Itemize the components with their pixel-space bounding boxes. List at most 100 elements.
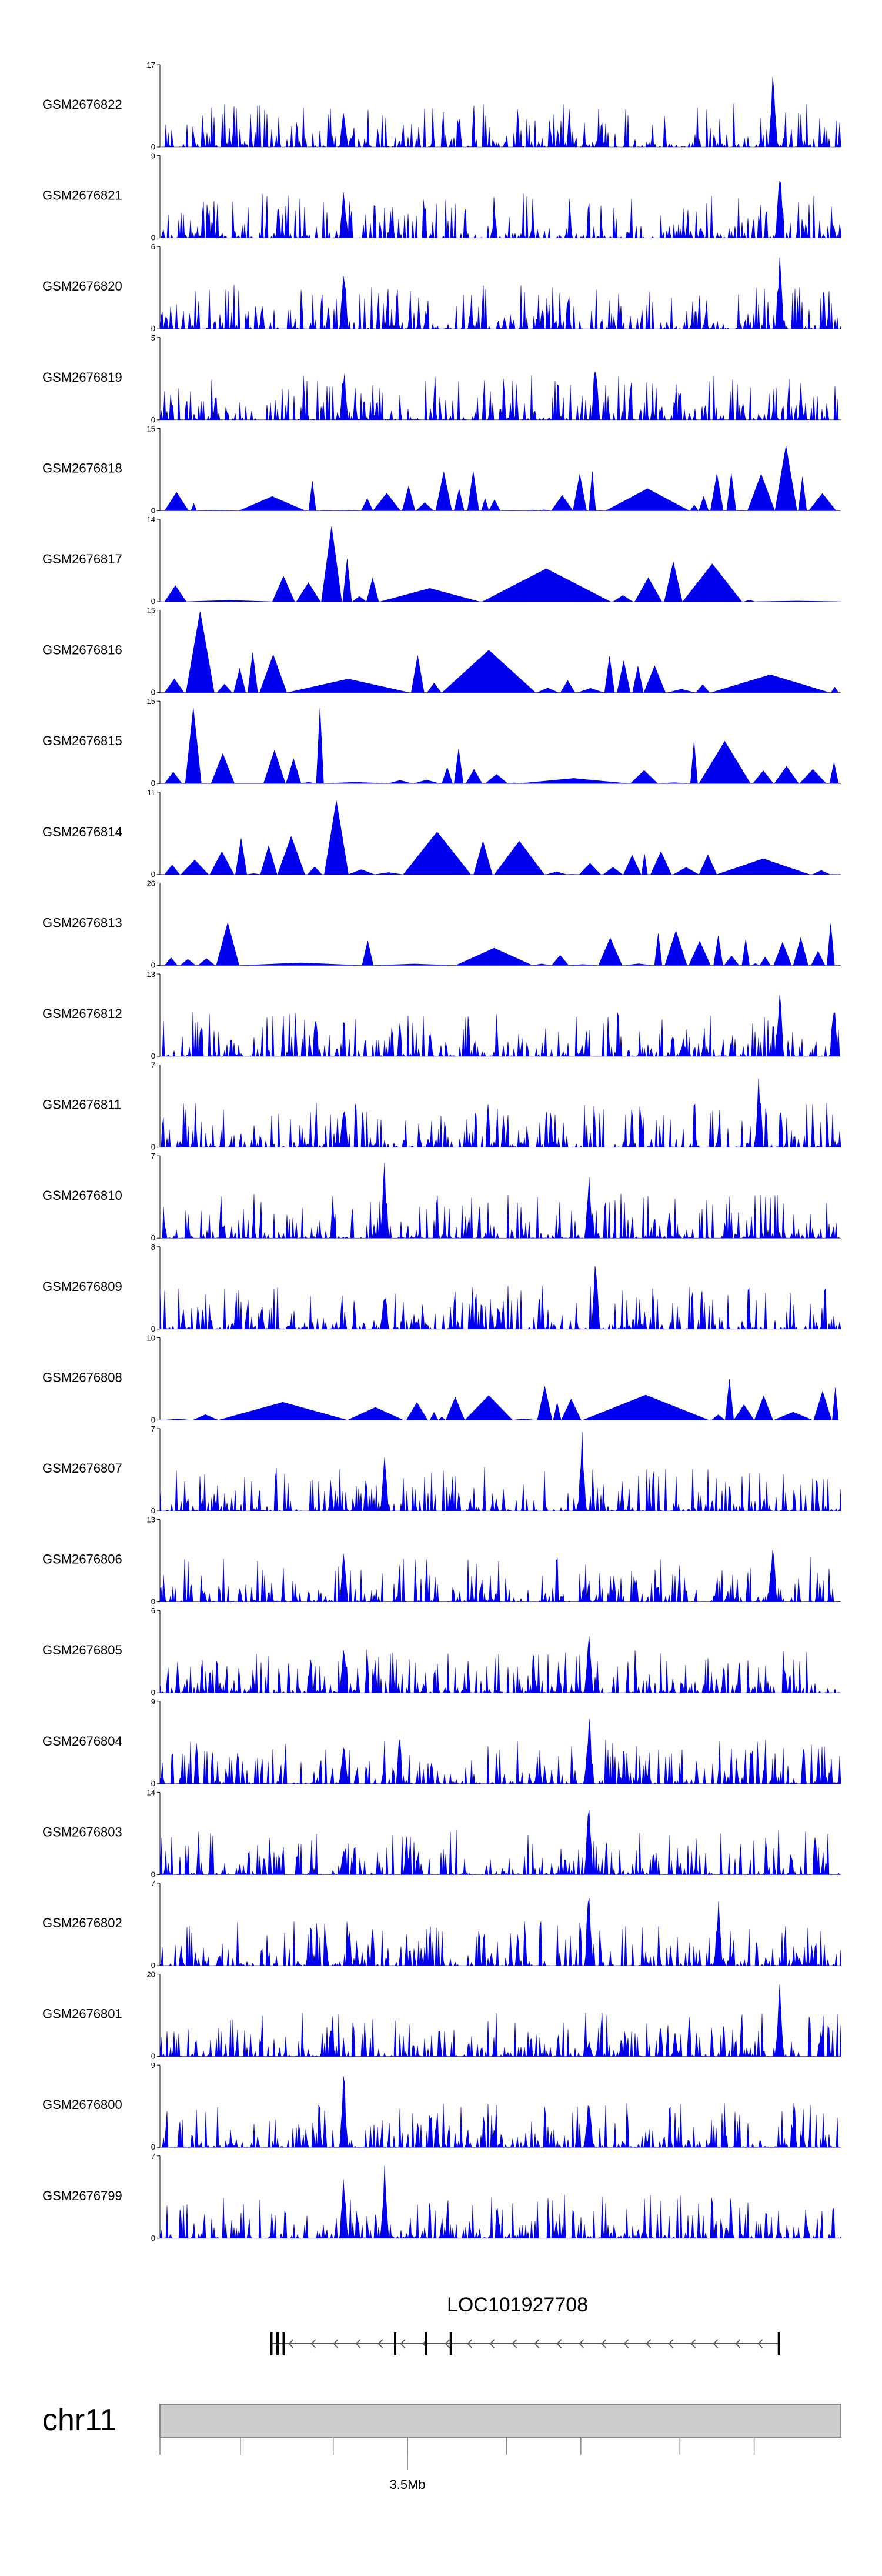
track-label: GSM2676810 [42, 1188, 122, 1203]
signal-tracks: GSM2676822170GSM267682190GSM267682060GSM… [42, 61, 841, 2243]
signal-area [159, 2165, 841, 2239]
track-GSM2676805: GSM2676805 6 0 [42, 1606, 841, 1697]
track-label: GSM2676804 [42, 1734, 122, 1749]
exon [425, 2332, 427, 2355]
signal-area [160, 922, 841, 966]
y-axis-min-label: 0 [151, 1324, 155, 1333]
y-axis-max-label: 14 [147, 1788, 155, 1797]
strand-arrow [310, 2339, 316, 2348]
strand-arrow [757, 2339, 763, 2348]
signal-area [160, 76, 841, 148]
track-GSM2676818: GSM2676818 15 0 [42, 424, 841, 515]
signal-area [159, 2076, 841, 2148]
exon [449, 2332, 452, 2355]
track-GSM2676804: GSM2676804 9 0 [42, 1697, 841, 1788]
track-label: GSM2676822 [42, 97, 122, 112]
track-label: GSM2676818 [42, 461, 122, 475]
track-GSM2676813: GSM2676813 26 0 [42, 879, 841, 969]
gene-model [270, 2332, 780, 2355]
track-GSM2676803: GSM2676803 14 0 [42, 1788, 841, 1878]
signal-area [159, 371, 841, 421]
y-axis-min-label: 0 [151, 1233, 155, 1242]
track-GSM2676807: GSM2676807 7 0 [42, 1424, 841, 1515]
y-axis-min-label: 0 [151, 1870, 155, 1878]
signal-area [159, 1266, 841, 1330]
signal-area [159, 1078, 841, 1148]
signal-area [159, 1719, 841, 1784]
strand-arrow [512, 2339, 517, 2348]
track-label: GSM2676816 [42, 643, 122, 658]
y-axis-max-label: 8 [151, 1243, 155, 1252]
track-label: GSM2676801 [42, 2007, 122, 2021]
track-GSM2676810: GSM2676810 7 0 [42, 1152, 841, 1242]
signal-area [159, 1163, 841, 1239]
y-axis-min-label: 0 [151, 688, 155, 697]
y-axis-min-label: 0 [151, 233, 155, 242]
y-axis-max-label: 13 [147, 970, 155, 979]
y-axis-max-label: 9 [151, 152, 155, 161]
signal-area [159, 1810, 841, 1876]
track-label: GSM2676806 [42, 1552, 122, 1567]
track-GSM2676799: GSM2676799 7 0 [42, 2152, 841, 2243]
strand-arrow [377, 2339, 383, 2348]
signal-area [159, 1550, 841, 1603]
y-axis-max-label: 6 [151, 242, 155, 251]
y-axis-max-label: 6 [151, 1606, 155, 1615]
y-axis-min-label: 0 [151, 1052, 155, 1060]
signal-area [159, 1432, 841, 1512]
exon [276, 2332, 279, 2355]
track-GSM2676816: GSM2676816 15 0 [42, 606, 841, 697]
track-label: GSM2676809 [42, 1279, 122, 1294]
strand-arrow [579, 2339, 584, 2348]
chromosome-ideogram: chr11 3.5Mb [42, 2403, 841, 2492]
y-axis-max-label: 13 [147, 1516, 155, 1524]
track-label: GSM2676799 [42, 2188, 122, 2203]
y-axis-min-label: 0 [151, 2143, 155, 2151]
track-label: GSM2676805 [42, 1643, 122, 1657]
y-axis-max-label: 14 [147, 515, 155, 524]
y-axis-max-label: 11 [148, 788, 156, 797]
y-axis-max-label: 9 [151, 2061, 155, 2070]
strand-arrow [333, 2339, 339, 2348]
y-axis-min-label: 0 [151, 779, 155, 788]
genomic-axis: 3.5Mb [159, 2437, 755, 2492]
y-axis-max-label: 20 [147, 1970, 155, 1979]
y-axis-min-label: 0 [151, 870, 155, 879]
signal-area [159, 1898, 841, 1967]
exon [270, 2332, 273, 2355]
signal-area [160, 708, 841, 784]
strand-arrow [646, 2339, 652, 2348]
strand-arrow [690, 2339, 696, 2348]
y-axis-min-label: 0 [151, 2052, 155, 2061]
y-axis-max-label: 15 [147, 424, 155, 433]
y-axis-max-label: 26 [147, 879, 155, 887]
track-label: GSM2676820 [42, 279, 122, 293]
signal-area [160, 800, 841, 875]
track-label: GSM2676812 [42, 1006, 122, 1021]
track-GSM2676806: GSM2676806 13 0 [42, 1516, 841, 1606]
track-GSM2676808: GSM2676808 10 0 [42, 1333, 841, 1424]
strand-arrow [601, 2339, 607, 2348]
y-axis-max-label: 5 [151, 333, 155, 342]
signal-area [159, 257, 841, 330]
exon [394, 2332, 397, 2355]
strand-arrow [534, 2339, 540, 2348]
track-GSM2676800: GSM2676800 9 0 [42, 2061, 841, 2151]
y-axis-min-label: 0 [151, 142, 155, 151]
strand-arrow [288, 2339, 294, 2348]
y-axis-min-label: 0 [151, 597, 155, 606]
y-axis-max-label: 7 [151, 1061, 155, 1070]
y-axis-min-label: 0 [151, 506, 155, 515]
y-axis-max-label: 10 [147, 1333, 155, 1342]
y-axis-max-label: 15 [147, 606, 155, 615]
track-label: GSM2676802 [42, 1916, 122, 1930]
signal-area [160, 526, 841, 602]
y-axis-min-label: 0 [151, 1961, 155, 1970]
y-axis-min-label: 0 [151, 324, 155, 333]
y-axis-max-label: 7 [151, 2152, 155, 2161]
track-GSM2676822: GSM2676822 17 0 [42, 61, 841, 151]
track-label: GSM2676815 [42, 733, 122, 748]
strand-arrow [355, 2339, 361, 2348]
gene-track: LOC101927708 [270, 2294, 780, 2355]
gene-label: LOC101927708 [447, 2294, 588, 2316]
